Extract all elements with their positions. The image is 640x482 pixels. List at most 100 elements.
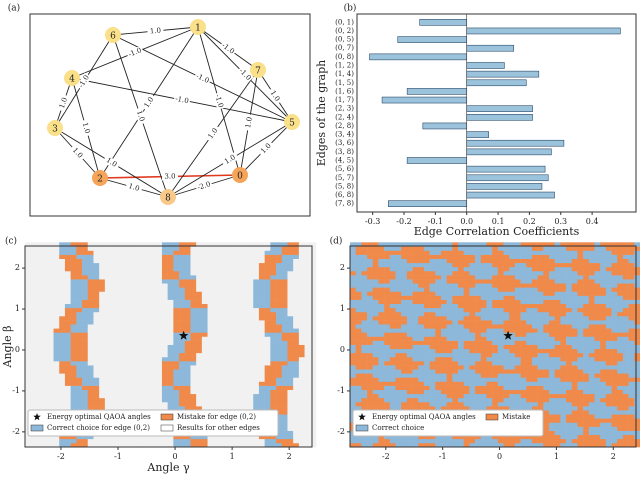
heatmap-cell xyxy=(219,287,225,291)
heatmap-cell xyxy=(230,361,236,365)
heatmap-cell xyxy=(259,328,265,332)
heatmap-cell xyxy=(236,255,242,259)
heatmap-cell xyxy=(265,291,271,295)
heatmap-cell xyxy=(139,287,145,291)
heatmap-cell xyxy=(435,439,441,443)
heatmap-cell xyxy=(48,271,54,275)
heatmap-cell xyxy=(230,267,236,271)
heatmap-cell xyxy=(475,369,481,373)
heatmap-cell xyxy=(452,312,458,316)
heatmap-cell xyxy=(219,361,225,365)
heatmap-cell xyxy=(276,382,282,386)
heatmap-cell xyxy=(509,402,515,406)
heatmap-cell xyxy=(458,316,464,320)
heatmap-cell xyxy=(42,316,48,320)
heatmap-cell xyxy=(179,386,185,390)
heatmap-cell xyxy=(538,353,544,357)
heatmap-cell xyxy=(65,332,71,336)
heatmap-cell xyxy=(139,382,145,386)
heatmap-cell xyxy=(36,279,42,283)
heatmap-cell xyxy=(54,369,60,373)
heatmap-cell xyxy=(282,357,288,361)
heatmap-cell xyxy=(185,402,191,406)
heatmap-cell xyxy=(401,287,407,291)
heatmap-cell xyxy=(532,386,538,390)
heatmap-cell xyxy=(25,369,31,373)
heatmap-cell xyxy=(583,357,589,361)
heatmap-cell xyxy=(521,267,527,271)
heatmap-cell xyxy=(196,263,202,267)
heatmap-cell xyxy=(492,377,498,381)
heatmap-cell xyxy=(458,353,464,357)
heatmap-cell xyxy=(208,332,214,336)
heatmap-cell xyxy=(583,291,589,295)
heatmap-cell xyxy=(577,255,583,259)
heatmap-cell xyxy=(424,361,430,365)
heatmap-cell xyxy=(390,382,396,386)
heatmap-cell xyxy=(202,373,208,377)
heatmap-cell xyxy=(276,259,282,263)
heatmap-cell xyxy=(509,304,515,308)
heatmap-cell xyxy=(583,324,589,328)
heatmap-cell xyxy=(435,287,441,291)
heatmap-cell xyxy=(407,246,413,250)
heatmap-cell xyxy=(128,402,134,406)
heatmap-cell xyxy=(384,296,390,300)
heatmap-cell xyxy=(242,349,248,353)
heatmap-cell xyxy=(504,365,510,369)
heatmap-cell xyxy=(572,353,578,357)
heatmap-cell xyxy=(458,324,464,328)
heatmap-cell xyxy=(185,373,191,377)
heatmap-cell xyxy=(213,246,219,250)
heatmap-cell xyxy=(71,349,77,353)
heatmap-cell xyxy=(384,308,390,312)
panel-label: (d) xyxy=(330,236,343,247)
heatmap-cell xyxy=(458,365,464,369)
heatmap-cell xyxy=(430,291,436,295)
heatmap-cell xyxy=(549,328,555,332)
heatmap-cell xyxy=(361,259,367,263)
heatmap-cell xyxy=(293,414,299,418)
heatmap-cell xyxy=(305,300,311,304)
heatmap-cell xyxy=(242,361,248,365)
heatmap-cell xyxy=(116,361,122,365)
heatmap-cell xyxy=(600,291,606,295)
heatmap-cell xyxy=(594,373,600,377)
heatmap-cell xyxy=(543,320,549,324)
heatmap-cell xyxy=(111,267,117,271)
heatmap-cell xyxy=(441,279,447,283)
heatmap-cell xyxy=(390,312,396,316)
heatmap-cell xyxy=(139,271,145,275)
heatmap-cell xyxy=(504,296,510,300)
heatmap-cell xyxy=(76,377,82,381)
heatmap-cell xyxy=(509,246,515,250)
heatmap-cell xyxy=(435,377,441,381)
heatmap-cell xyxy=(88,336,94,340)
heatmap-cell xyxy=(509,320,515,324)
heatmap-cell xyxy=(230,357,236,361)
heatmap-cell xyxy=(208,386,214,390)
heatmap-cell xyxy=(310,246,316,250)
heatmap-cell xyxy=(282,386,288,390)
heatmap-cell xyxy=(31,390,37,394)
heatmap-cell xyxy=(128,361,134,365)
heatmap-cell xyxy=(469,398,475,402)
heatmap-cell xyxy=(128,439,134,443)
heatmap-cell xyxy=(572,418,578,422)
heatmap-cell xyxy=(128,300,134,304)
heatmap-cell xyxy=(447,390,453,394)
heatmap-cell xyxy=(133,271,139,275)
heatmap-cell xyxy=(367,251,373,255)
heatmap-cell xyxy=(93,255,99,259)
heatmap-cell xyxy=(492,402,498,406)
heatmap-cell xyxy=(305,398,311,402)
heatmap-cell xyxy=(151,296,157,300)
heatmap-cell xyxy=(219,267,225,271)
heatmap-cell xyxy=(116,377,122,381)
heatmap-cell xyxy=(401,328,407,332)
heatmap-cell xyxy=(42,324,48,328)
heatmap-cell xyxy=(418,312,424,316)
heatmap-cell xyxy=(185,324,191,328)
heatmap-cell xyxy=(270,386,276,390)
heatmap-cell xyxy=(48,246,54,250)
